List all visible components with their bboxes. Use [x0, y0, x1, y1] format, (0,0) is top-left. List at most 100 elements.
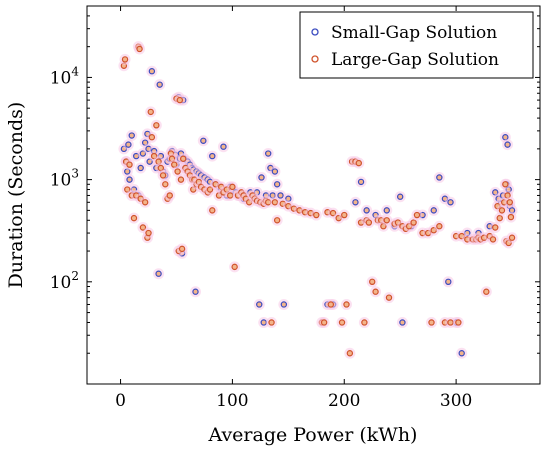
y-tick-label: 104	[50, 64, 80, 88]
legend: Small-Gap Solution Large-Gap Solution	[299, 11, 534, 79]
data-point	[271, 168, 279, 175]
data-point	[447, 319, 454, 326]
data-point	[430, 207, 437, 214]
data-point	[200, 137, 207, 144]
data-point	[410, 219, 417, 226]
data-point	[445, 278, 452, 286]
data-point	[273, 217, 281, 224]
data-point	[128, 132, 135, 139]
x-tick-label: 200	[328, 391, 360, 411]
legend-label-small-gap: Small-Gap Solution	[331, 23, 497, 43]
data-point	[192, 288, 199, 295]
data-point	[341, 211, 348, 219]
data-point	[383, 207, 390, 214]
data-point	[436, 174, 443, 181]
data-point	[369, 278, 376, 286]
data-point	[508, 234, 516, 241]
data-point	[179, 155, 187, 162]
data-point	[126, 176, 133, 183]
x-axis-label: Average Power (kWh)	[208, 424, 418, 446]
data-point	[502, 134, 509, 141]
data-point	[148, 134, 156, 141]
data-point	[492, 224, 499, 231]
data-point	[229, 183, 236, 191]
data-point	[504, 141, 511, 148]
data-point	[436, 223, 443, 230]
legend-label-large-gap: Large-Gap Solution	[331, 50, 499, 70]
data-point	[145, 229, 152, 237]
data-point	[126, 161, 133, 168]
axis-ticks: 0 100 200 300 102 103 104	[50, 6, 540, 411]
data-point	[176, 96, 184, 104]
data-point	[329, 209, 337, 217]
data-point	[496, 214, 503, 222]
data-point	[327, 301, 335, 308]
data-point	[313, 211, 320, 219]
legend-marker-large-gap	[311, 55, 319, 63]
data-point	[383, 217, 390, 224]
data-point	[507, 213, 515, 221]
data-point	[361, 319, 368, 326]
y-tick-label: 102	[50, 269, 79, 293]
data-point	[209, 207, 216, 214]
data-point	[260, 319, 267, 326]
data-point	[125, 141, 132, 148]
data-point	[136, 45, 143, 53]
data-point	[399, 319, 406, 326]
data-point	[226, 192, 234, 199]
y-axis-label: Duration (Seconds)	[5, 102, 27, 289]
data-point	[396, 193, 404, 200]
data-point	[352, 199, 359, 206]
y-tick-label: 103	[50, 167, 79, 191]
data-point	[209, 152, 216, 160]
data-points	[118, 41, 518, 359]
x-tick-label: 300	[440, 391, 472, 411]
data-point	[159, 172, 167, 179]
data-point	[343, 301, 350, 308]
data-point	[148, 68, 156, 75]
data-point	[346, 350, 354, 357]
data-point	[447, 199, 454, 206]
data-point	[124, 186, 131, 193]
legend-box	[299, 11, 534, 79]
data-point	[502, 181, 509, 188]
data-point	[483, 288, 490, 295]
data-point	[206, 186, 214, 193]
data-point	[147, 108, 154, 116]
data-point	[413, 211, 421, 219]
data-point	[357, 178, 365, 186]
data-point	[157, 164, 165, 172]
data-point	[121, 56, 129, 63]
data-point	[166, 192, 173, 199]
data-point	[139, 224, 147, 231]
data-point	[231, 263, 238, 271]
data-point	[265, 150, 272, 157]
data-point	[455, 319, 462, 326]
data-point	[174, 168, 181, 175]
data-point	[137, 164, 144, 172]
data-point	[268, 319, 275, 326]
data-point	[338, 319, 346, 326]
data-point	[156, 81, 163, 88]
data-point	[141, 199, 149, 206]
data-point	[258, 174, 265, 181]
data-point	[320, 319, 328, 326]
data-point	[271, 199, 279, 206]
x-tick-label: 0	[115, 391, 126, 411]
data-point	[273, 181, 281, 188]
data-point	[162, 181, 169, 188]
data-point	[372, 288, 379, 295]
data-point	[355, 159, 362, 167]
data-point	[130, 214, 138, 222]
data-point	[506, 199, 513, 206]
data-point	[428, 319, 435, 326]
data-point	[489, 236, 497, 243]
data-point	[220, 143, 227, 150]
data-point	[155, 270, 162, 277]
data-point	[365, 219, 373, 226]
data-point	[178, 245, 186, 253]
data-point	[385, 294, 393, 301]
data-point	[256, 301, 263, 308]
data-point	[458, 350, 465, 357]
data-point	[277, 192, 284, 199]
